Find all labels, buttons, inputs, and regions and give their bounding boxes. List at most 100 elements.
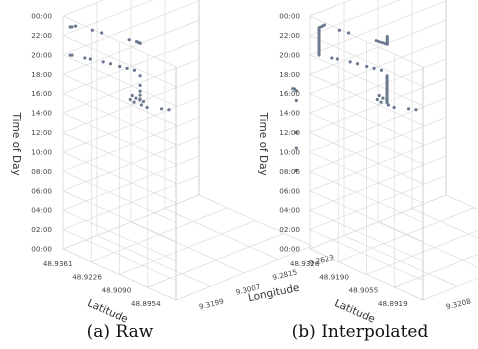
gps-point [139,103,144,107]
z-tick-label: 00:00 [31,12,52,21]
gps-point [337,28,341,32]
grid-floor-a [164,208,279,260]
interpolated-point [385,34,389,38]
lon-tick-label: 9.3199 [198,296,225,311]
lat-tick-label: 48.8954 [131,299,161,308]
z-tick-label: 02:00 [31,225,52,234]
caption-interpolated: (b) Interpolated [292,322,429,342]
z-tick-label: 02:00 [279,225,300,234]
data-points-raw [68,24,298,172]
gps-point [100,31,104,35]
z-tick-label: 06:00 [31,186,52,195]
z-tick-label: 16:00 [279,89,300,98]
gps-point [365,64,369,69]
z-tick-label: 20:00 [279,50,300,59]
gps-point [138,93,142,97]
gps-point [330,56,334,60]
gps-point [379,68,384,72]
gps-point [138,41,142,45]
z-axis-title: Time of Day [10,112,22,176]
gps-point [167,108,171,112]
gps-point [379,100,383,104]
z-tick-label: 08:00 [279,167,300,176]
gps-point [70,25,74,29]
z-tick-label: 14:00 [279,109,300,118]
gps-point [128,97,132,102]
z-tick-label: 22:00 [279,31,300,40]
z-tick-label: 20:00 [31,50,52,59]
z-tick-label: 12:00 [31,128,52,137]
grid-floor-b [147,232,284,288]
grid-floor-b [394,253,478,288]
z-tick-label: 04:00 [31,206,52,215]
grid-back-h [62,0,105,17]
gps-point [294,168,298,172]
gps-point [414,108,418,112]
z-tick-label: 00:00 [279,12,300,21]
interpolated-point [323,23,327,27]
z-tick-label: 00:00 [31,245,52,254]
z-tick-label: 04:00 [279,206,300,215]
gps-point [132,68,137,72]
lat-tick-label: 48.9055 [349,286,379,295]
lat-tick-label: 48.9326 [290,259,320,268]
z-tick-label: 12:00 [279,128,300,137]
gps-point [118,64,122,69]
gps-point [83,56,87,60]
gps-point [138,74,142,78]
gps-point [70,53,74,57]
lat-tick-label: 48.8919 [378,299,408,308]
gps-point [392,105,396,110]
gps-point [406,107,411,111]
grid-raw [62,0,313,301]
grid-floor-a [198,194,313,247]
gps-point [145,105,149,110]
gps-point [108,62,113,66]
z-tick-label: 08:00 [31,167,52,176]
gps-point [138,98,142,102]
interpolated-point [385,74,389,78]
gps-point [348,60,352,64]
gps-point [385,98,389,102]
z-tick-label: 16:00 [31,89,52,98]
grid-floor-b [119,220,256,275]
grid-floor-b [366,229,478,275]
grid-floor-b [422,277,478,301]
lon-tick-label: 9.3208 [445,296,472,311]
gps-point [335,57,339,61]
z-tick-label: 00:00 [279,245,300,254]
data-points-interp [317,23,418,112]
lat-tick-label: 48.9090 [102,286,132,295]
lon-tick-label: 9.2815 [272,267,299,282]
gps-point [159,107,164,111]
panel-interpolated: 00:00 02:00 04:00 06:00 08:00 10:00 12:00 14:00… [257,0,478,326]
gps-point [125,66,129,70]
lat-tick-label: 48.9190 [319,272,349,281]
z-tick-label: 18:00 [279,70,300,79]
gps-point [386,103,391,107]
z-ticks-interp: 00:00 02:00 04:00 06:00 08:00 10:00 12:00 14:00… [279,12,300,254]
gps-point [127,38,131,42]
gps-point [138,83,142,88]
z-tick-label: 10:00 [31,147,52,156]
gps-point [74,24,78,28]
gps-point [347,31,351,35]
gps-point [294,130,298,135]
grid-interp [309,0,478,301]
grid-floor-b [175,245,313,301]
gps-point [141,99,146,104]
gps-point [130,93,134,98]
gps-point [375,97,379,102]
gps-point [88,57,92,61]
z-tick-label: 14:00 [31,109,52,118]
gps-point [372,66,376,70]
gps-point [294,89,298,93]
z-ticks-raw: 00:00 02:00 04:00 06:00 08:00 10:00 12:00 14:00… [31,12,52,254]
z-tick-label: 18:00 [31,70,52,79]
caption-raw: (a) Raw [87,322,154,342]
grid-back-h [309,0,352,17]
gps-point [381,96,385,100]
lat-tick-label: 48.9361 [43,259,73,268]
z-tick-label: 06:00 [279,186,300,195]
